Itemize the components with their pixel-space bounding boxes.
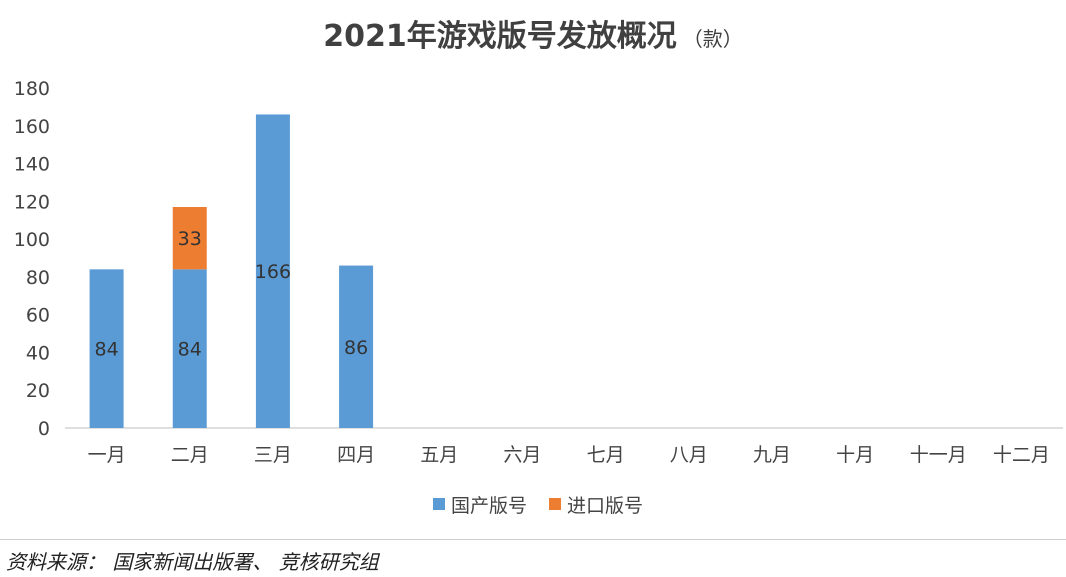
data-label: 33 bbox=[178, 228, 202, 250]
x-tick-label: 八月 bbox=[670, 444, 708, 466]
y-tick-label: 40 bbox=[26, 342, 50, 364]
y-tick-label: 100 bbox=[14, 229, 50, 251]
y-tick-label: 20 bbox=[26, 380, 50, 402]
x-tick-label: 二月 bbox=[171, 444, 209, 466]
x-tick-label: 七月 bbox=[587, 444, 625, 466]
bar-1-1 bbox=[172, 207, 207, 270]
x-tick-label: 一月 bbox=[88, 444, 126, 466]
y-tick-label: 180 bbox=[14, 78, 50, 100]
x-tick-label: 十月 bbox=[836, 444, 874, 466]
x-tick-label: 五月 bbox=[420, 444, 458, 466]
legend-label: 进口版号 bbox=[567, 495, 643, 517]
y-tick-label: 160 bbox=[14, 116, 50, 138]
legend-swatch bbox=[433, 498, 445, 510]
legend: 国产版号 进口版号 bbox=[433, 495, 643, 517]
bar-chart: 2021年游戏版号发放概况 （款） 0 20 40 60 80 100 120 140 160 18… bbox=[14, 19, 1063, 517]
x-tick-label: 十一月 bbox=[910, 444, 967, 466]
y-tick-label: 80 bbox=[26, 267, 50, 289]
y-tick-label: 60 bbox=[26, 305, 50, 327]
chart-title-unit: （款） bbox=[683, 27, 743, 51]
source-bar: 资料来源： 国家新闻出版署、 竞核研究组 bbox=[0, 539, 1066, 577]
bars: 84 84 166 86 33 bbox=[89, 114, 374, 428]
data-label: 84 bbox=[94, 339, 118, 361]
y-axis: 0 20 40 60 80 100 120 140 160 180 bbox=[14, 78, 50, 440]
legend-swatch bbox=[549, 498, 561, 510]
data-label: 86 bbox=[344, 337, 368, 359]
bar-0-1 bbox=[172, 269, 207, 428]
data-label: 84 bbox=[178, 339, 202, 361]
chart-title: 2021年游戏版号发放概况 （款） bbox=[323, 19, 743, 54]
y-tick-label: 0 bbox=[38, 418, 50, 440]
y-tick-label: 120 bbox=[14, 191, 50, 213]
data-label: 166 bbox=[255, 261, 291, 283]
x-tick-label: 四月 bbox=[337, 444, 375, 466]
bar-0-2 bbox=[255, 114, 290, 428]
y-tick-label: 140 bbox=[14, 154, 50, 176]
x-tick-label: 十二月 bbox=[993, 444, 1050, 466]
x-tick-label: 九月 bbox=[753, 444, 791, 466]
legend-label: 国产版号 bbox=[451, 495, 527, 517]
bar-0-3 bbox=[339, 265, 374, 428]
x-axis: 一月 二月 三月 四月 五月 六月 七月 八月 九月 十月 十一月 十二月 bbox=[88, 444, 1050, 466]
x-tick-label: 六月 bbox=[503, 444, 541, 466]
x-tick-label: 三月 bbox=[254, 444, 292, 466]
chart-title-main: 2021年游戏版号发放概况 bbox=[323, 19, 677, 54]
bar-0-0 bbox=[89, 269, 124, 428]
source-text: 资料来源： 国家新闻出版署、 竞核研究组 bbox=[6, 550, 379, 574]
